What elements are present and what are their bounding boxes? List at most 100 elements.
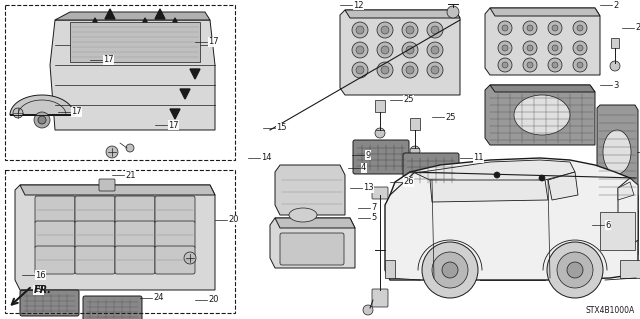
Polygon shape bbox=[275, 165, 345, 215]
Text: 17: 17 bbox=[168, 121, 179, 130]
Circle shape bbox=[402, 42, 418, 58]
Bar bbox=[385, 260, 395, 278]
Circle shape bbox=[402, 62, 418, 78]
Text: FR.: FR. bbox=[34, 285, 52, 295]
FancyBboxPatch shape bbox=[155, 196, 195, 224]
Polygon shape bbox=[15, 185, 215, 290]
Circle shape bbox=[573, 21, 587, 35]
Text: 26: 26 bbox=[403, 177, 413, 187]
Circle shape bbox=[381, 46, 389, 54]
FancyBboxPatch shape bbox=[115, 221, 155, 249]
Polygon shape bbox=[597, 105, 638, 200]
FancyBboxPatch shape bbox=[35, 246, 75, 274]
Circle shape bbox=[577, 62, 583, 68]
Circle shape bbox=[442, 262, 458, 278]
Text: STX4B1000A: STX4B1000A bbox=[586, 306, 635, 315]
Polygon shape bbox=[190, 69, 200, 79]
Circle shape bbox=[523, 58, 537, 72]
Circle shape bbox=[381, 26, 389, 34]
FancyBboxPatch shape bbox=[35, 221, 75, 249]
FancyBboxPatch shape bbox=[155, 246, 195, 274]
Text: 3: 3 bbox=[613, 80, 618, 90]
Bar bbox=[70, 22, 200, 62]
Text: 24: 24 bbox=[153, 293, 163, 302]
FancyBboxPatch shape bbox=[75, 246, 115, 274]
Polygon shape bbox=[90, 18, 100, 28]
Circle shape bbox=[406, 46, 414, 54]
Polygon shape bbox=[140, 18, 150, 28]
Text: 19: 19 bbox=[33, 286, 44, 294]
FancyBboxPatch shape bbox=[280, 233, 344, 265]
Circle shape bbox=[356, 66, 364, 74]
Circle shape bbox=[427, 42, 443, 58]
Circle shape bbox=[427, 22, 443, 38]
Circle shape bbox=[523, 21, 537, 35]
Text: 25: 25 bbox=[403, 95, 413, 105]
Circle shape bbox=[422, 242, 478, 298]
Circle shape bbox=[527, 62, 533, 68]
Circle shape bbox=[577, 45, 583, 51]
Circle shape bbox=[13, 108, 23, 118]
Circle shape bbox=[527, 45, 533, 51]
Circle shape bbox=[577, 25, 583, 31]
Circle shape bbox=[548, 41, 562, 55]
Polygon shape bbox=[415, 160, 575, 182]
FancyBboxPatch shape bbox=[35, 196, 75, 224]
Circle shape bbox=[381, 66, 389, 74]
Ellipse shape bbox=[514, 95, 570, 135]
Polygon shape bbox=[50, 20, 215, 130]
Polygon shape bbox=[155, 9, 165, 19]
Circle shape bbox=[502, 25, 508, 31]
Polygon shape bbox=[485, 8, 600, 75]
Circle shape bbox=[352, 62, 368, 78]
Text: 11: 11 bbox=[473, 153, 483, 162]
Circle shape bbox=[431, 66, 439, 74]
Polygon shape bbox=[385, 158, 638, 280]
FancyBboxPatch shape bbox=[155, 221, 195, 249]
Bar bbox=[375, 100, 385, 112]
FancyBboxPatch shape bbox=[372, 187, 388, 199]
Circle shape bbox=[406, 66, 414, 74]
Circle shape bbox=[431, 26, 439, 34]
Circle shape bbox=[498, 58, 512, 72]
Circle shape bbox=[573, 41, 587, 55]
Circle shape bbox=[375, 128, 385, 138]
Text: 17: 17 bbox=[208, 38, 219, 47]
Circle shape bbox=[527, 25, 533, 31]
Circle shape bbox=[106, 146, 118, 158]
Ellipse shape bbox=[289, 208, 317, 222]
Text: 16: 16 bbox=[35, 271, 45, 279]
Circle shape bbox=[377, 22, 393, 38]
Polygon shape bbox=[105, 9, 115, 19]
Circle shape bbox=[547, 242, 603, 298]
Text: 2: 2 bbox=[613, 1, 618, 10]
Text: 25: 25 bbox=[445, 113, 456, 122]
FancyBboxPatch shape bbox=[372, 289, 388, 307]
Ellipse shape bbox=[603, 130, 631, 174]
Polygon shape bbox=[594, 205, 638, 255]
Polygon shape bbox=[490, 8, 600, 16]
FancyBboxPatch shape bbox=[115, 246, 155, 274]
Circle shape bbox=[573, 58, 587, 72]
Text: 13: 13 bbox=[363, 183, 374, 192]
Text: 14: 14 bbox=[261, 153, 271, 162]
Text: 9: 9 bbox=[365, 151, 371, 160]
Circle shape bbox=[406, 26, 414, 34]
Bar bbox=[620, 260, 640, 278]
Circle shape bbox=[622, 264, 632, 274]
Bar bbox=[5, 5, 235, 160]
Polygon shape bbox=[275, 218, 355, 228]
Circle shape bbox=[431, 46, 439, 54]
Circle shape bbox=[552, 25, 558, 31]
FancyBboxPatch shape bbox=[353, 140, 409, 174]
FancyBboxPatch shape bbox=[75, 221, 115, 249]
Circle shape bbox=[34, 112, 50, 128]
Circle shape bbox=[502, 62, 508, 68]
Circle shape bbox=[363, 305, 373, 315]
Text: 7: 7 bbox=[371, 204, 376, 212]
Bar bbox=[5, 170, 235, 313]
FancyBboxPatch shape bbox=[99, 179, 115, 191]
Text: 20: 20 bbox=[228, 216, 239, 225]
Polygon shape bbox=[485, 85, 595, 145]
Text: 21: 21 bbox=[125, 170, 136, 180]
